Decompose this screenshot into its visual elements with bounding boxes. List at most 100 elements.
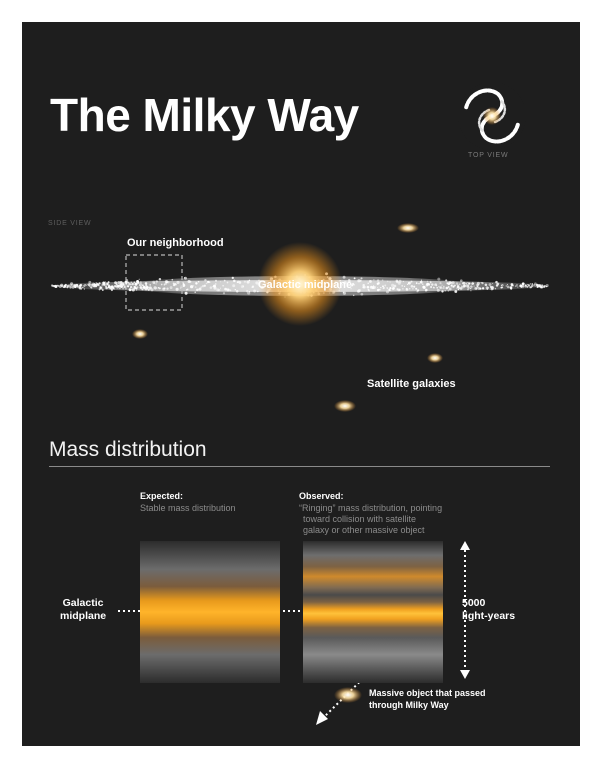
star-dot [133,285,136,288]
star-dot [83,285,86,288]
star-dot [466,284,470,288]
star-dot [371,286,375,290]
star-dot [101,285,103,287]
star-dot [459,287,461,289]
illustration-layer [50,82,550,725]
star-dot [474,287,478,290]
star-dot [214,283,217,285]
star-dot [110,288,113,292]
star-dot [448,281,452,285]
star-dot [201,284,205,288]
star-dot [208,281,211,283]
star-dot [66,284,70,288]
satellite-galaxy [397,223,419,233]
star-dot [107,283,110,286]
star-dot [481,287,485,290]
star-dot [114,281,118,285]
star-dot [480,281,482,284]
star-dot [470,285,473,288]
star-dot [391,283,395,287]
star-dot [99,286,103,290]
star-dot [119,287,121,290]
star-dot [488,283,492,287]
star-dot [130,286,133,289]
label-line: through Milky Way [369,700,449,710]
star-dot [430,282,432,284]
star-dot [506,284,508,286]
star-dot [388,289,391,292]
star-dot [436,286,439,289]
star-dot [150,288,154,292]
star-dot [372,285,374,287]
star-dot [111,285,114,289]
star-dot [175,287,179,291]
star-dot [144,282,148,285]
star-dot [133,286,137,289]
star-dot [435,285,438,287]
star-dot [117,284,121,288]
star-dot [410,285,414,288]
star-dot [426,282,430,286]
star-dot [87,283,91,287]
star-dot [218,289,221,292]
infographic-panel: The Milky Way TOP VIEW SIDE VIEW Our nei… [22,22,580,746]
star-dot [380,287,382,289]
star-dot [136,286,139,289]
star-dot [535,283,539,287]
star-dot [410,280,413,283]
star-dot [459,279,463,283]
star-dot [453,284,456,287]
star-dot [524,284,527,288]
star-dot [468,282,471,285]
star-dot [505,285,507,287]
star-dot [251,285,255,288]
star-dot [419,280,423,284]
star-dot [115,283,117,285]
star-dot [519,284,523,288]
star-dot [350,288,352,290]
star-dot [425,288,428,291]
star-dot [131,288,135,292]
galaxy-side-view [50,242,550,326]
star-dot [153,286,157,290]
star-dot [397,281,401,285]
star-dot [543,285,546,288]
star-dot [243,280,246,283]
star-dot [451,281,455,285]
star-dot [54,284,58,288]
star-dot [138,284,141,286]
star-dot [204,279,207,282]
star-dot [195,282,198,285]
star-dot [74,285,77,289]
star-dot [90,284,92,286]
star-dot [110,287,112,290]
star-dot [460,285,463,288]
star-dot [54,284,58,288]
label-line: Massive object that passed [369,688,486,698]
star-dot [121,286,123,288]
midplane-label: Galactic midplane [258,279,353,291]
star-dot [219,287,222,289]
star-dot [456,284,460,287]
star-dot [253,289,257,293]
observed-mass-distribution [303,541,443,683]
star-dot [368,290,370,292]
star-dot [223,279,226,282]
star-dot [427,280,428,282]
galactic-midplane-label: Galactic midplane [60,597,106,623]
star-dot [415,287,418,290]
star-dot [93,283,97,287]
star-dot [122,283,125,287]
star-dot [386,286,389,289]
star-dot [450,284,453,287]
star-dot [473,285,475,287]
star-dot [348,280,351,283]
star-dot [194,286,197,288]
side-view-label: SIDE VIEW [48,220,92,227]
star-dot [403,285,406,288]
star-dot [133,281,136,283]
star-dot [124,287,127,290]
star-dot [443,285,445,288]
star-dot [501,286,504,289]
observed-title: Observed: [299,491,344,501]
